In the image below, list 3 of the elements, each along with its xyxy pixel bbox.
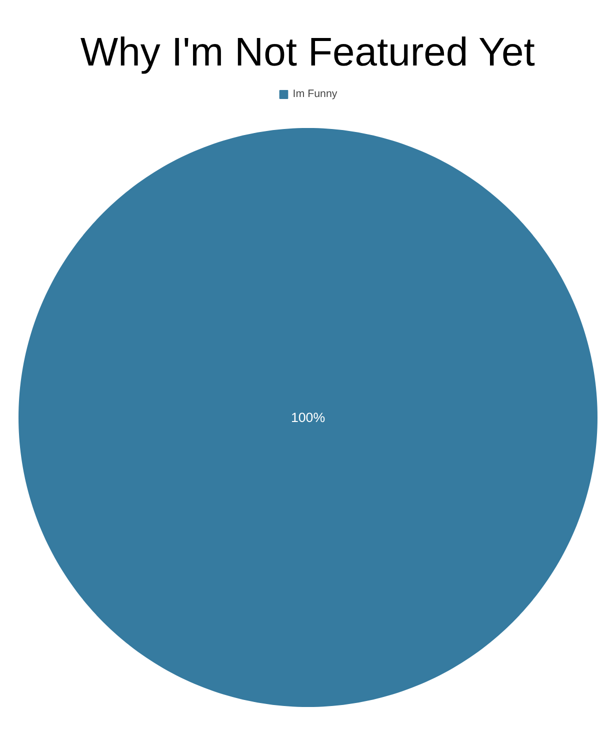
data-label: 100% <box>290 410 326 425</box>
chart-title: Why I'm Not Featured Yet <box>80 30 535 74</box>
legend-label: Im Funny <box>292 88 338 100</box>
